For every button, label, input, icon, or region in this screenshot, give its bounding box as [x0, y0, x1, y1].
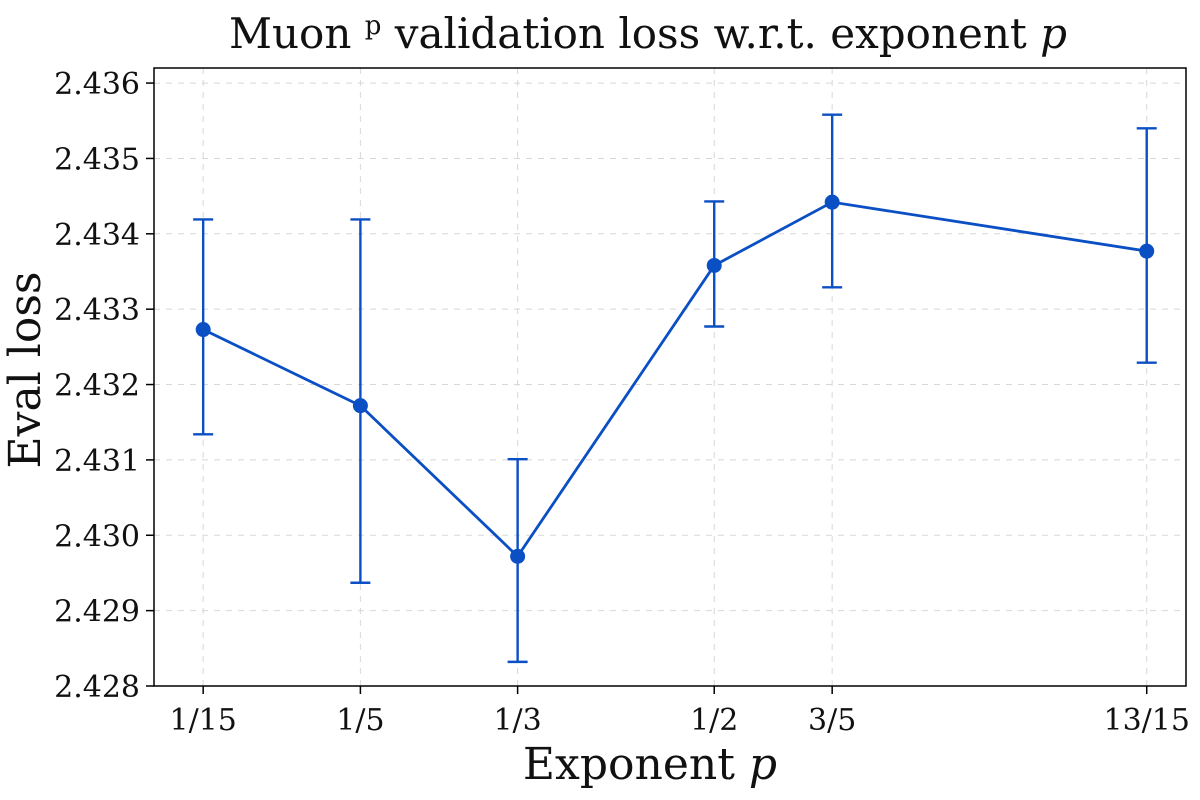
data-point-13-15 [1139, 243, 1155, 259]
data-point-1-3 [510, 548, 526, 564]
x-tick-label: 1/3 [493, 703, 541, 738]
chart-title-variable: p [1040, 9, 1067, 58]
data-point-1-15 [195, 322, 211, 338]
grid-lines [154, 68, 1186, 687]
y-tick-label: 2.428 [54, 670, 140, 705]
x-tick-label: 1/15 [169, 703, 236, 738]
x-tick-label: 1/2 [690, 703, 738, 738]
x-axis-label-variable: p [749, 739, 777, 790]
chart-title: Muon p validation loss w.r.t. exponent p [229, 0, 1067, 58]
plot-frame [153, 67, 1187, 687]
y-tick-label: 2.433 [54, 293, 140, 328]
chart-title-superscript: p [365, 11, 382, 41]
axes-layer: 2.428 2.429 2.430 2.431 2.432 2.433 2.434 2.435… [54, 67, 1190, 738]
chart-title-suffix: validation loss w.r.t. exponent [394, 9, 1040, 58]
chart-title-main: Muon [229, 9, 351, 58]
x-tick-label: 3/5 [808, 703, 856, 738]
y-tick-label: 2.432 [54, 369, 140, 404]
y-tick-label: 2.429 [54, 595, 140, 630]
x-tick-label: 1/5 [336, 703, 384, 738]
y-tick-label: 2.430 [54, 519, 140, 554]
data-point-1-5 [352, 398, 368, 414]
y-tick-label: 2.431 [54, 444, 140, 479]
series-line [202, 200, 1147, 559]
y-tick-label: 2.436 [54, 67, 140, 102]
x-tick-label: 13/15 [1103, 703, 1189, 738]
data-point-3-5 [824, 194, 840, 210]
y-tick-label: 2.435 [54, 142, 140, 177]
y-tick-label: 2.434 [54, 218, 140, 253]
x-axis-label: Exponent p [523, 739, 777, 790]
data-point-1-2 [706, 257, 722, 273]
x-axis-label-main: Exponent [523, 739, 749, 790]
series-layer [193, 113, 1157, 664]
y-axis-label: Eval loss [0, 272, 51, 469]
